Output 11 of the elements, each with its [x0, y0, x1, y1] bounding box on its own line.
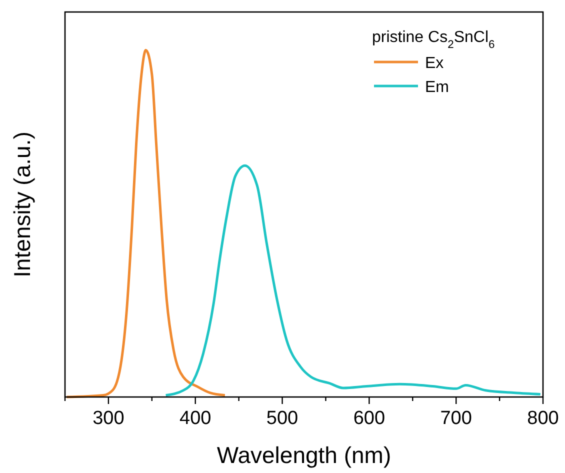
x-tick-label: 800: [527, 408, 559, 429]
x-tick-label: 300: [92, 408, 124, 429]
x-tick-label: 400: [180, 408, 212, 429]
x-tick-label: 700: [440, 408, 472, 429]
x-tick-label: 600: [353, 408, 386, 429]
x-tick-label: 500: [266, 408, 298, 429]
legend-label: Em: [425, 79, 449, 96]
y-axis-title: Intensity (a.u.): [9, 132, 35, 278]
legend-title: pristine Cs$_{2}$SnCl$_{6}$: [372, 29, 495, 51]
legend-label: Ex: [425, 55, 444, 72]
x-axis-title: Wavelength (nm): [216, 442, 392, 468]
